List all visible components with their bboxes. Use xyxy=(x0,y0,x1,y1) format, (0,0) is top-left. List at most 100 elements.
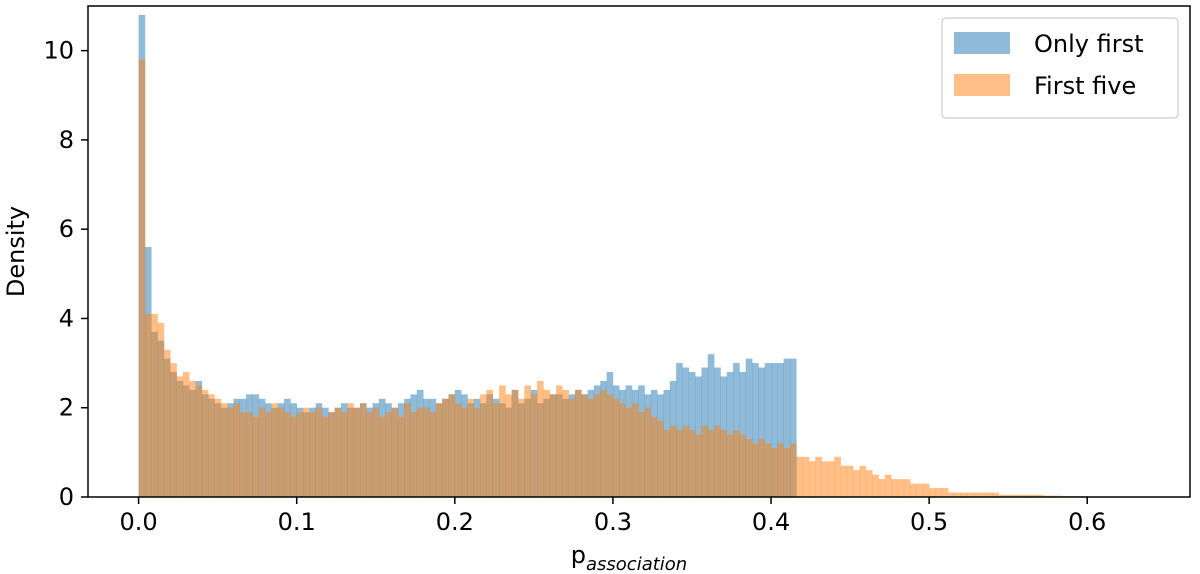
histogram-bar xyxy=(416,407,424,497)
histogram-bar xyxy=(872,474,879,497)
histogram-bar xyxy=(669,425,677,497)
histogram-bar xyxy=(220,403,228,497)
histogram-bar xyxy=(707,430,715,497)
histogram-bar xyxy=(612,398,620,497)
histogram-bar xyxy=(865,470,873,497)
x-axis-label-subscript: association xyxy=(586,554,687,574)
histogram-bar xyxy=(138,59,146,498)
histogram-bar xyxy=(884,474,892,497)
histogram-bar xyxy=(201,389,209,497)
histogram-bar xyxy=(707,354,715,497)
plot-frame xyxy=(87,5,1191,498)
histogram-bar xyxy=(663,430,671,497)
histogram-bar xyxy=(701,425,709,497)
legend-label: Only first xyxy=(1034,30,1144,58)
histogram-bar xyxy=(182,372,190,497)
histogram-bar xyxy=(265,412,272,497)
histogram-bar xyxy=(973,492,981,497)
histogram-bar xyxy=(758,367,765,497)
legend: Only first First five xyxy=(941,17,1179,119)
histogram-bar xyxy=(733,363,740,497)
histogram-bar xyxy=(252,416,260,497)
histogram-bar xyxy=(777,363,784,497)
histogram-bar xyxy=(163,349,171,497)
histogram-bar xyxy=(789,443,797,497)
histogram-bar xyxy=(448,394,456,497)
histogram-bar xyxy=(948,492,955,497)
x-axis-ticks: 0.0 0.1 0.2 0.3 0.4 0.5 0.6 xyxy=(120,497,1106,536)
histogram-bar xyxy=(960,492,968,497)
histogram-bar xyxy=(423,407,430,497)
histogram-bar xyxy=(935,488,943,497)
histogram-bar xyxy=(726,434,734,497)
x-tick-label: 0.1 xyxy=(278,508,316,536)
histogram-bar xyxy=(322,416,329,497)
histogram-bar xyxy=(650,416,658,497)
histogram-bar xyxy=(631,403,639,497)
histogram-bar xyxy=(783,447,791,497)
histogram-bar xyxy=(277,407,285,497)
histogram-bar xyxy=(157,322,165,497)
histogram-bar xyxy=(992,492,999,497)
histogram-bar xyxy=(644,407,652,497)
histogram-bar xyxy=(802,456,810,497)
histogram-bar xyxy=(720,430,728,497)
histogram-bar xyxy=(853,470,860,497)
histogram-bar xyxy=(537,380,544,497)
histogram-bar xyxy=(233,403,241,497)
histogram-bar xyxy=(511,389,519,497)
histogram-bar xyxy=(581,394,588,497)
histogram-bar xyxy=(777,443,784,497)
histogram-bar xyxy=(543,389,550,497)
histogram-bar xyxy=(239,412,247,497)
y-tick-label: 4 xyxy=(59,304,74,332)
histogram-bar xyxy=(1023,494,1031,497)
histogram-bar xyxy=(549,394,557,497)
histogram-bar xyxy=(385,412,392,497)
histogram-bar xyxy=(454,403,462,497)
histogram-bar xyxy=(979,492,987,497)
histogram-bar xyxy=(593,394,601,497)
histogram-bar xyxy=(606,394,614,497)
histogram-bar xyxy=(347,403,354,497)
histogram-bar xyxy=(745,358,753,497)
histogram-bar xyxy=(499,385,506,497)
histogram-bar xyxy=(967,492,974,497)
histogram-bar xyxy=(505,394,513,497)
histogram-bar xyxy=(916,483,924,497)
y-tick-label: 0 xyxy=(59,483,74,511)
histogram-bar xyxy=(929,488,936,497)
histogram-bar xyxy=(555,385,563,497)
histogram-bar xyxy=(1011,494,1018,497)
histogram-bar xyxy=(151,313,158,497)
histogram-bar xyxy=(821,461,829,497)
y-tick-label: 8 xyxy=(59,126,74,154)
histogram-bar xyxy=(461,407,468,497)
histogram-bar xyxy=(246,412,253,497)
histogram-bar xyxy=(745,438,753,497)
histogram-bar xyxy=(764,363,772,497)
histogram-bar xyxy=(676,363,683,497)
histogram-bar xyxy=(903,479,911,497)
histogram-bar xyxy=(688,430,696,497)
histogram-bar xyxy=(815,456,822,497)
histogram-bar xyxy=(752,443,759,497)
histogram-bar xyxy=(397,416,405,497)
histogram-bar xyxy=(353,407,361,497)
histogram-bar xyxy=(891,479,898,497)
histogram-bar xyxy=(739,434,747,497)
histogram-bar xyxy=(910,483,917,497)
histogram-bar xyxy=(328,412,335,497)
histogram-bar xyxy=(435,403,443,497)
histogram-bar xyxy=(391,407,399,497)
histogram-bar xyxy=(789,358,797,497)
histogram-bar xyxy=(638,412,645,497)
histogram-bar xyxy=(695,434,702,497)
histogram-bar xyxy=(429,412,437,497)
histogram-bar xyxy=(568,398,576,497)
histogram-bar xyxy=(771,447,778,497)
x-tick-label: 0.4 xyxy=(752,508,790,536)
histogram-bar xyxy=(587,398,595,497)
y-tick-label: 6 xyxy=(59,215,74,243)
histogram-bar xyxy=(227,407,234,497)
